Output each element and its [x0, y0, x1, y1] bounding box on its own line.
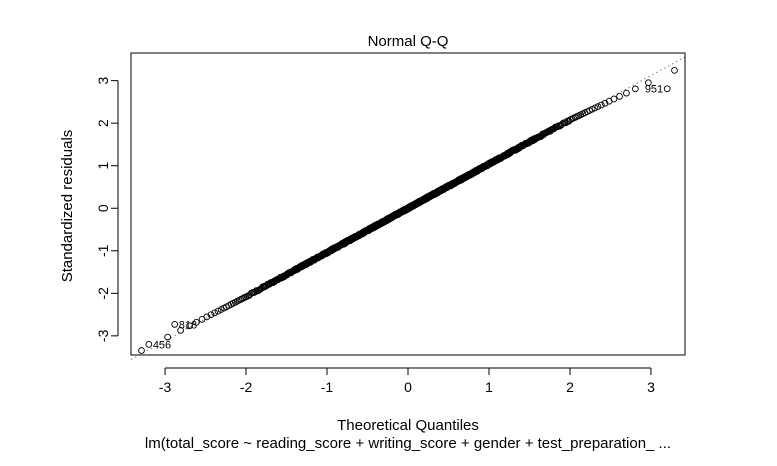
x-axis: -3 -2 -1 0 1 2 3 — [159, 367, 655, 395]
data-point — [203, 313, 211, 321]
data-point — [597, 101, 605, 109]
data-point — [164, 333, 171, 341]
plot-frame — [130, 52, 686, 356]
x-tick-label: 2 — [566, 379, 574, 395]
data-point — [177, 327, 185, 334]
data-point — [591, 104, 599, 112]
y-axis: -3 -2 -1 0 1 2 3 — [95, 77, 119, 342]
y-tick-label: -3 — [95, 329, 111, 342]
y-tick-label: -2 — [95, 287, 111, 300]
x-tick-label: 1 — [485, 379, 493, 395]
data-point — [601, 99, 609, 107]
data-point — [610, 95, 618, 103]
data-point — [616, 92, 623, 100]
outlier-point — [663, 85, 671, 93]
outlier-point — [145, 341, 153, 348]
x-axis-title: Theoretical Quantiles — [337, 417, 479, 434]
data-points — [138, 67, 678, 354]
outlier-label: 818 — [179, 319, 197, 331]
data-point — [193, 318, 200, 326]
data-point — [544, 128, 551, 136]
y-tick-label: 2 — [95, 119, 111, 127]
x-tick-label: -2 — [240, 379, 253, 395]
y-axis-title: Standardized residuals — [59, 130, 76, 283]
data-point — [138, 347, 145, 354]
data-point — [631, 85, 639, 93]
chart-subtitle: lm(total_score ~ reading_score + writing… — [145, 435, 671, 452]
x-tick-label: 3 — [647, 379, 655, 395]
outlier-label: 951 — [645, 84, 663, 96]
x-tick-label: 0 — [404, 379, 412, 395]
data-point — [211, 309, 219, 317]
outlier-labels: 951 818 456 — [145, 84, 671, 351]
chart-title: Normal Q-Q — [368, 33, 449, 50]
x-tick-label: -3 — [159, 379, 172, 395]
y-tick-label: 3 — [95, 77, 111, 85]
y-tick-label: 0 — [95, 204, 111, 212]
data-point — [186, 322, 193, 330]
outlier-label: 456 — [153, 339, 171, 351]
y-tick-label: -1 — [95, 244, 111, 257]
data-point — [207, 311, 215, 319]
outlier-point — [171, 321, 179, 328]
data-point — [645, 79, 652, 87]
data-point — [623, 89, 630, 97]
data-point — [266, 280, 274, 287]
data-point — [594, 103, 602, 110]
y-tick-label: 1 — [95, 162, 111, 170]
data-point — [671, 67, 678, 74]
x-tick-label: -1 — [321, 379, 334, 395]
